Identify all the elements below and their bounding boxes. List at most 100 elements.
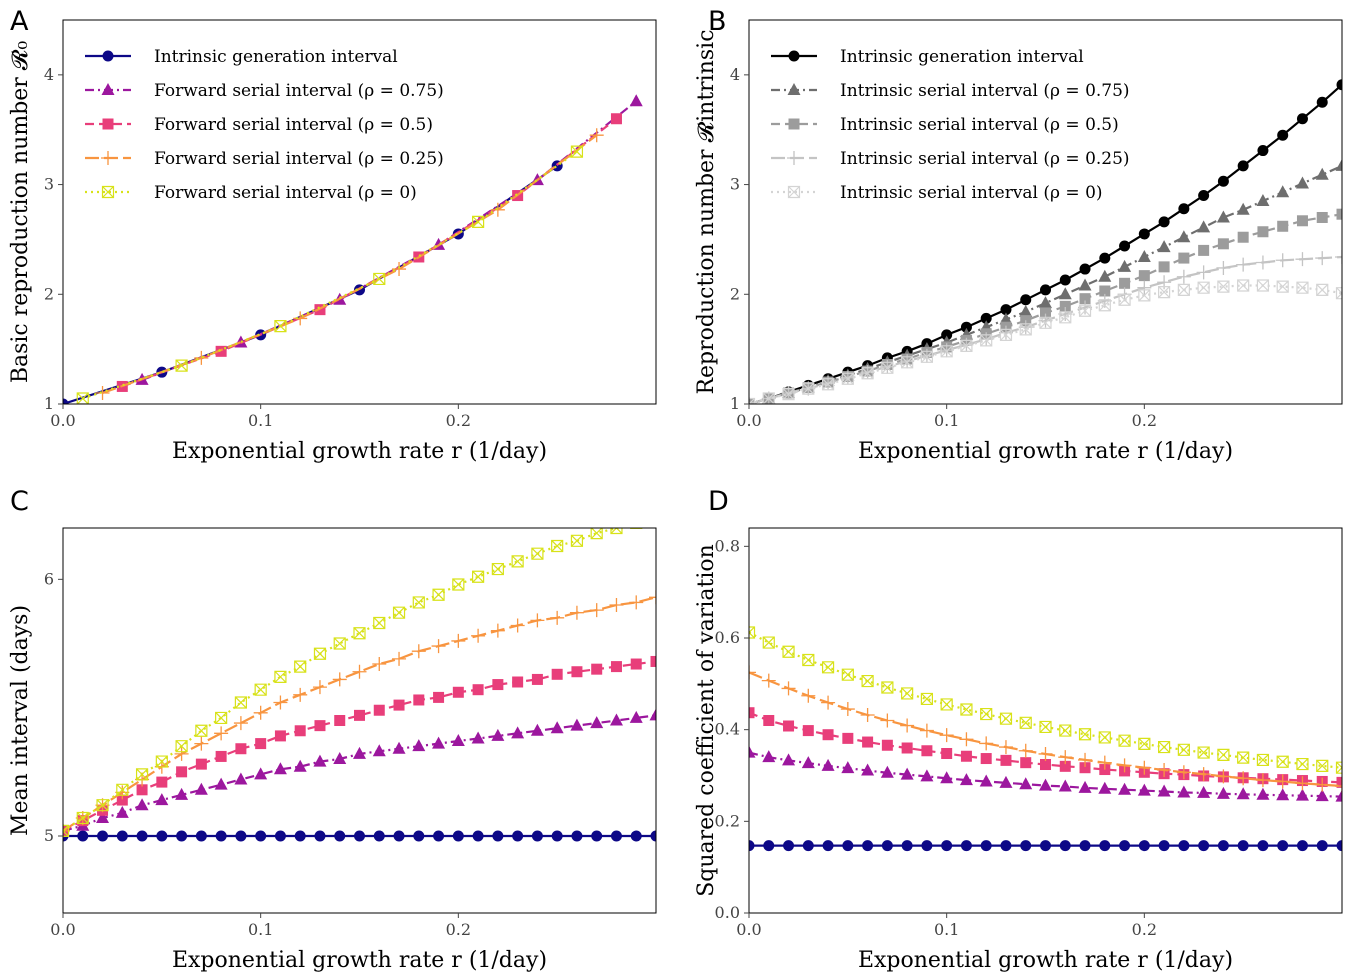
panel-b-series-1-point [1058,287,1072,300]
panel-d-series-3-point [900,718,915,733]
panel-c-series-2-point [334,715,346,726]
panel-d-series-1-point [1137,783,1151,796]
panel-b-series-1-point [999,312,1013,325]
panel-c-series-4-point [531,547,544,560]
panel-b-series-3-point [1216,260,1231,275]
panel-c-series-4-point [63,824,70,837]
panel-d-series-4-point [762,636,775,649]
panel-c-series-1-point [313,754,327,767]
panel-d-series-2-point [960,750,972,762]
panel-b-series-1-point [1078,278,1092,291]
panel-c-series-0 [63,830,656,842]
panel-c-series-0-point [373,830,385,842]
panel-d-series-2-point [921,745,933,757]
panel-d-series-0-point [802,840,814,852]
panel-c-series-3-point [490,623,505,638]
panel-c-series-3-point [589,603,604,618]
panel-d-series-3-point [1117,758,1132,773]
panel-b-series-4-point [1138,289,1151,302]
panel-d-series-2-point [749,707,755,719]
panel-b-series-2-point [1217,238,1229,250]
panel-b-series-0-point [1296,113,1308,125]
panel-d-series-1-point [821,758,835,771]
panel-d-series-1-point [1236,787,1250,800]
panel-d-series-2-point [783,720,795,732]
panel-c-series-0-point [610,830,622,842]
panel-b-legend-label-2: Intrinsic serial interval (ρ = 0.5) [840,115,1119,135]
panel-a-series-4 [76,145,584,404]
panel-d-series-1-point [841,761,855,774]
panel-a-legend-label-3: Forward serial interval (ρ = 0.25) [154,149,444,169]
chart-panel-c: 0.0 0.1 0.2 5 6 Exponential growth rate r (1/… [8,527,657,973]
panel-d-series-4-point [1276,755,1289,768]
panel-c-series-3-point [569,605,584,620]
panel-d-series-1-point [1019,777,1033,790]
panel-b-series-3-point [1196,265,1211,280]
panel-b-series-2-point [1158,261,1170,273]
panel-d-x-tick-label: 0.1 [934,920,959,939]
panel-d-series-0-point [1277,840,1289,852]
panel-a-series-1-point [629,94,643,107]
panel-a-series-4-point [175,359,188,372]
panel-a-y-axis-title: Basic reproduction number 𝓡₀ [8,41,33,384]
panel-b-series-3-point [1295,252,1310,267]
panel-d-series-0-point [941,840,953,852]
panel-c-series-4-point [274,670,287,683]
panel-a-x-tick-label: 0.1 [248,411,273,430]
panel-a-series-3-point [589,128,604,143]
panel-d-series-1-point [1157,784,1171,797]
panel-c-series-3-point [174,746,189,761]
panel-d-series-4-point [802,653,815,667]
panel-b-series-4-point [999,328,1013,341]
panel-d-series-0-point [1138,840,1150,852]
panel-c-series-4-point [333,637,346,650]
panel-b-series-4-point [980,334,993,347]
panel-d-series-3-point [840,702,855,717]
panel-c-series-4-point [175,740,188,753]
panel-b-legend-label-3: Intrinsic serial interval (ρ = 0.25) [840,149,1130,169]
panel-b-series-1-point [1019,304,1033,317]
panel-a-series-3-point [490,202,505,217]
panel-d-series-2-point [901,742,913,754]
panel-b-series-1-point [1177,230,1191,243]
panel-c-series-2-point [116,794,128,806]
panel-b-series-4-point [1039,316,1052,329]
panel-d-series-1-point [1216,786,1230,799]
panel-c-series-1-point [175,787,189,800]
panel-b-series-2-point [1079,293,1091,305]
panel-d-series-2-point [1079,762,1091,774]
panel-d-series-2-point [1040,759,1051,770]
panel-d-series-3-point [860,708,875,722]
panel-c-series-2-point [156,776,168,788]
panel-c-series-0-point [571,830,583,842]
panel-b-series-0-point [1099,252,1111,264]
panel-b-series-2-point [1237,231,1249,243]
panel-b-series-1-point [1157,240,1171,253]
panel-d-series-4-point [1158,740,1171,754]
panel-b-legend-label-1: Intrinsic serial interval (ρ = 0.75) [840,81,1130,101]
panel-c-series-2-point [472,684,484,696]
panel-b-y-tick-label: 3 [730,175,740,194]
panel-c-series-3-point [194,736,209,751]
panel-c-series-2-point [176,766,188,778]
panel-c-series-4-point [313,647,327,660]
panel-c-series-1-point [629,710,643,723]
panel-a-x-tick-label: 0.0 [50,411,75,430]
panel-b-legend-marker-1 [787,83,801,95]
panel-a-frame [62,19,657,405]
panel-d-series-4-point [1256,753,1270,767]
panel-a-x-tick-label: 0.2 [446,411,471,430]
panel-d-series-1-point [920,769,934,782]
panel-c-series-3-point [293,687,308,702]
panel-b-series-0-point [1119,240,1131,252]
panel-b-y-tick-label: 2 [730,284,740,303]
panel-d-series-1-point [940,771,954,784]
panel-c-series-2-line [63,660,656,832]
panel-d-series-4 [749,626,1342,774]
panel-a-legend-label-4: Forward serial interval (ρ = 0) [154,183,417,203]
panel-d-series-1-point [979,774,993,787]
panel-d-series-0-point [1000,840,1012,852]
panel-c-series-3-point [273,695,288,710]
panel-b-series-4-point [1276,280,1289,293]
panel-d-series-1-point [762,750,776,763]
